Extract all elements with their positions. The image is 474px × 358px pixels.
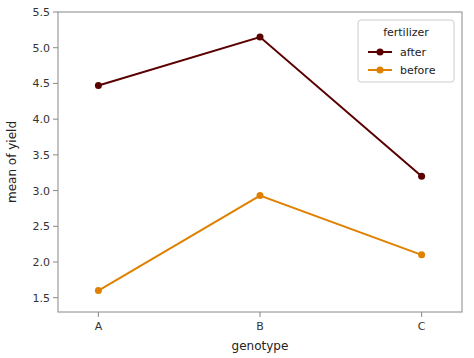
legend-marker [377,49,384,56]
y-tick [53,190,58,191]
series-point [418,251,425,258]
y-tick [53,262,58,263]
legend: fertilizer after before [358,20,454,82]
series-point [95,82,102,89]
series-point [257,192,264,199]
y-tick-label: 5.0 [33,42,51,55]
series-line [98,196,421,291]
x-tick [98,312,99,317]
x-tick-label: A [95,320,103,333]
y-tick-label: 4.5 [33,77,51,90]
x-tick-label: B [256,320,264,333]
y-tick-label: 2.0 [33,256,51,269]
series-point [257,34,264,41]
y-tick-label: 4.0 [33,113,51,126]
legend-label: before [400,64,436,77]
legend-marker [377,67,384,74]
legend-title: fertilizer [383,26,429,39]
y-tick [53,12,58,13]
y-tick-label: 1.5 [33,292,51,305]
x-tick [260,312,261,317]
chart-svg: 1.5 2.0 2.5 3.0 3.5 4.0 4.5 5.0 5.5 A B Cgenotype me… [0,0,474,358]
series-point [418,173,425,180]
y-tick-label: 2.5 [33,220,51,233]
y-tick-label: 3.5 [33,149,51,162]
plot-frame [58,12,462,312]
y-tick [53,119,58,120]
legend-label: after [400,46,427,59]
legend-box [358,20,454,82]
x-tick-label: C [418,320,426,333]
chart-container: 1.5 2.0 2.5 3.0 3.5 4.0 4.5 5.0 5.5 A B Cgenotype me… [0,0,474,358]
y-tick [53,226,58,227]
y-tick [53,83,58,84]
x-axis-label: genotype [232,339,289,353]
x-tick [421,312,422,317]
y-tick [53,297,58,298]
y-tick-label: 5.5 [33,6,51,19]
series-point [95,287,102,294]
y-tick-label: 3.0 [33,185,51,198]
y-tick [53,154,58,155]
y-tick [53,47,58,48]
y-axis-label: mean of yield [5,121,19,203]
